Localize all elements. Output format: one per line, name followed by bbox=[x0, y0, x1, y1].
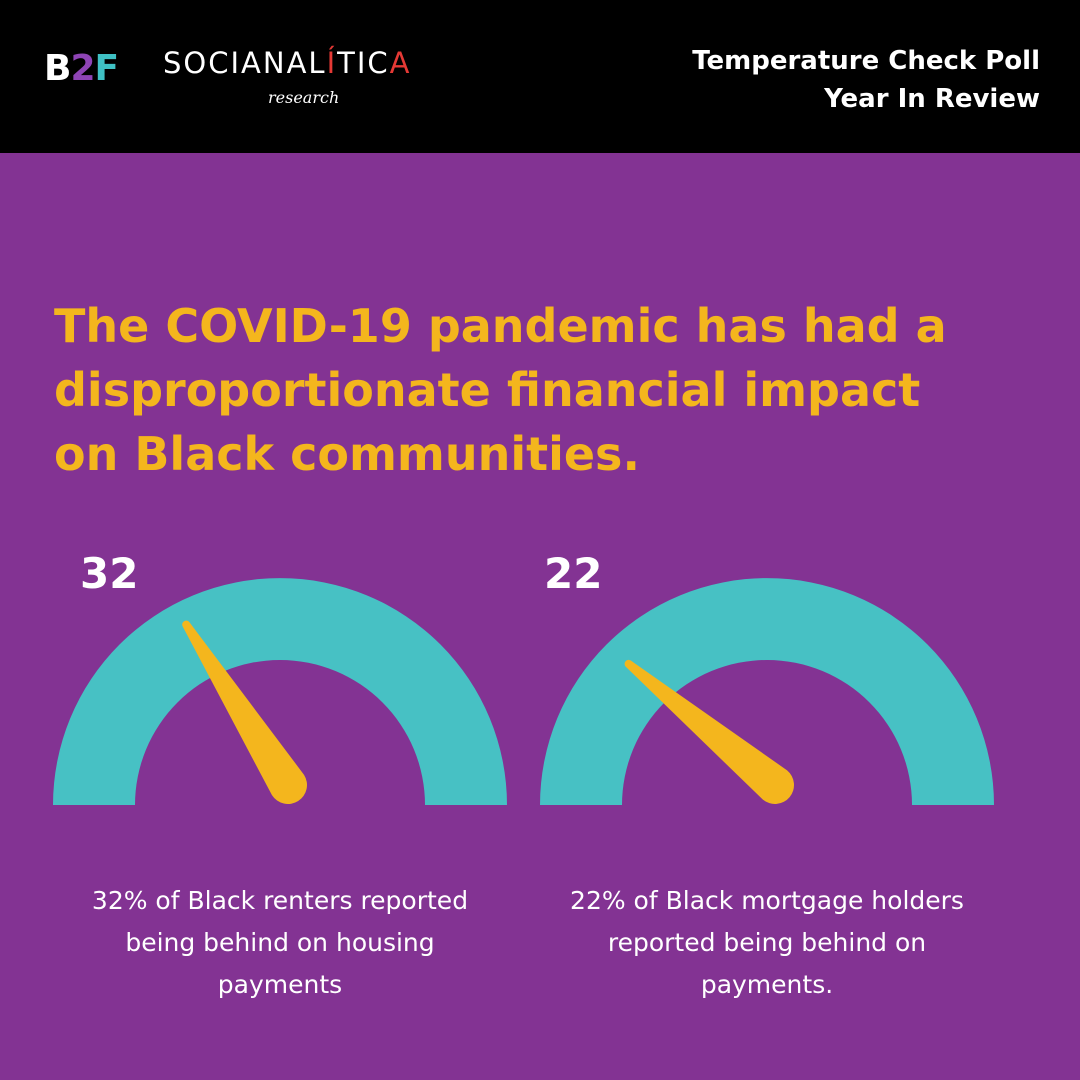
header-bar: B2F SOCIANALÍTICA research Temperature C… bbox=[0, 0, 1080, 153]
research-logo-text: research bbox=[268, 88, 340, 107]
headline-line-2: disproportionate financial impact bbox=[54, 363, 921, 417]
gauge-2-needle bbox=[624, 659, 794, 804]
gauge-2-caption-line-1: 22% of Black mortgage holders bbox=[570, 886, 964, 915]
headline-line-1: The COVID-19 pandemic has had a bbox=[54, 299, 947, 353]
socioanalitica-logo: SOCIANALÍTICA bbox=[163, 46, 412, 80]
poll-title-line-1: Temperature Check Poll bbox=[692, 46, 1040, 76]
gauge-2-caption-line-2: reported being behind on bbox=[607, 928, 927, 957]
gauge-1-caption-line-3: payments bbox=[217, 970, 343, 999]
gauge-2 bbox=[540, 578, 994, 805]
headline: The COVID-19 pandemic has had a dispropo… bbox=[54, 294, 954, 486]
gauge-1 bbox=[53, 578, 507, 805]
gauge-1-caption-line-1: 32% of Black renters reported bbox=[91, 886, 469, 915]
gauge-2-value: 22 bbox=[544, 549, 603, 598]
gauge-1-value: 32 bbox=[80, 549, 139, 598]
gauge-1-arc bbox=[53, 578, 507, 805]
poll-title-line-2: Year In Review bbox=[824, 84, 1040, 114]
gauge-1-caption-line-2: being behind on housing bbox=[125, 928, 435, 957]
gauge-2-arc bbox=[540, 578, 994, 805]
gauge-1-caption: 32% of Black renters reported being behi… bbox=[40, 880, 520, 1006]
headline-line-3: on Black communities. bbox=[54, 427, 640, 481]
gauge-2-caption: 22% of Black mortgage holders reported b… bbox=[527, 880, 1007, 1006]
poll-title: Temperature Check Poll Year In Review bbox=[692, 42, 1040, 118]
gauge-1-needle bbox=[182, 620, 308, 804]
gauge-2-caption-line-3: payments. bbox=[700, 970, 834, 999]
b2f-logo: B2F bbox=[44, 48, 119, 89]
